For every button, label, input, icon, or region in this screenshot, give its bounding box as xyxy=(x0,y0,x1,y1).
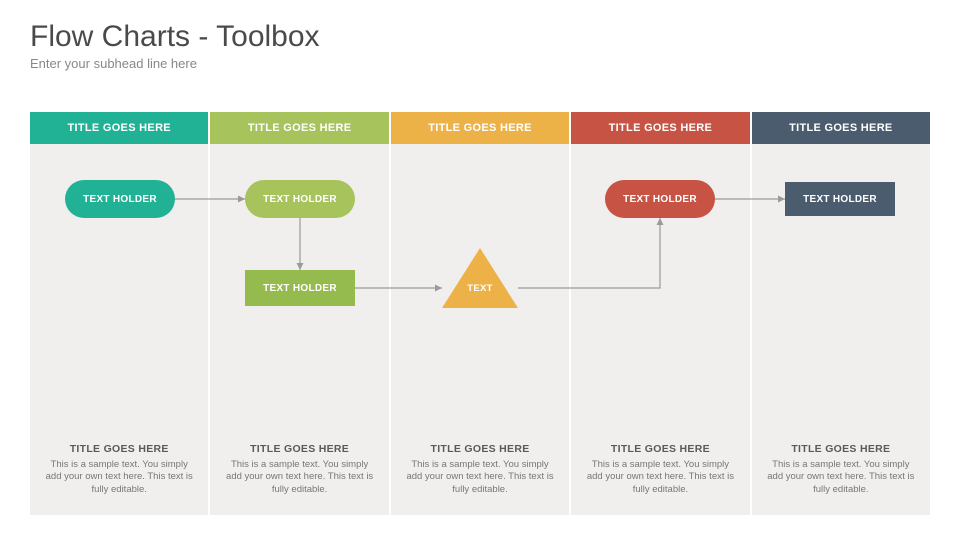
column-body xyxy=(752,144,930,433)
column-header: TITLE GOES HERE xyxy=(391,112,569,144)
column-header: TITLE GOES HERE xyxy=(571,112,749,144)
column-footer: TITLE GOES HERE This is a sample text. Y… xyxy=(752,433,930,515)
column-footer: TITLE GOES HERE This is a sample text. Y… xyxy=(210,433,388,515)
column-footer-text: This is a sample text. You simply add yo… xyxy=(766,459,916,497)
column-footer: TITLE GOES HERE This is a sample text. Y… xyxy=(391,433,569,515)
column-header: TITLE GOES HERE xyxy=(210,112,388,144)
column-4: TITLE GOES HERE TITLE GOES HERE This is … xyxy=(571,112,749,515)
column-body xyxy=(571,144,749,433)
column-footer-title: TITLE GOES HERE xyxy=(766,443,916,455)
column-3: TITLE GOES HERE TITLE GOES HERE This is … xyxy=(391,112,569,515)
column-footer-title: TITLE GOES HERE xyxy=(405,443,555,455)
column-footer-text: This is a sample text. You simply add yo… xyxy=(585,459,735,497)
column-body xyxy=(391,144,569,433)
column-footer: TITLE GOES HERE This is a sample text. Y… xyxy=(571,433,749,515)
column-footer-title: TITLE GOES HERE xyxy=(44,443,194,455)
column-header: TITLE GOES HERE xyxy=(752,112,930,144)
column-footer-text: This is a sample text. You simply add yo… xyxy=(224,459,374,497)
column-5: TITLE GOES HERE TITLE GOES HERE This is … xyxy=(752,112,930,515)
column-footer-text: This is a sample text. You simply add yo… xyxy=(405,459,555,497)
column-1: TITLE GOES HERE TITLE GOES HERE This is … xyxy=(30,112,208,515)
slide-subhead: Enter your subhead line here xyxy=(30,56,930,71)
columns-container: TITLE GOES HERE TITLE GOES HERE This is … xyxy=(30,112,930,515)
column-body xyxy=(210,144,388,433)
slide-title: Flow Charts - Toolbox xyxy=(30,20,930,54)
slide-header: Flow Charts - Toolbox Enter your subhead… xyxy=(0,0,960,79)
column-header: TITLE GOES HERE xyxy=(30,112,208,144)
column-footer-title: TITLE GOES HERE xyxy=(224,443,374,455)
column-footer: TITLE GOES HERE This is a sample text. Y… xyxy=(30,433,208,515)
column-footer-text: This is a sample text. You simply add yo… xyxy=(44,459,194,497)
column-2: TITLE GOES HERE TITLE GOES HERE This is … xyxy=(210,112,388,515)
column-footer-title: TITLE GOES HERE xyxy=(585,443,735,455)
column-body xyxy=(30,144,208,433)
